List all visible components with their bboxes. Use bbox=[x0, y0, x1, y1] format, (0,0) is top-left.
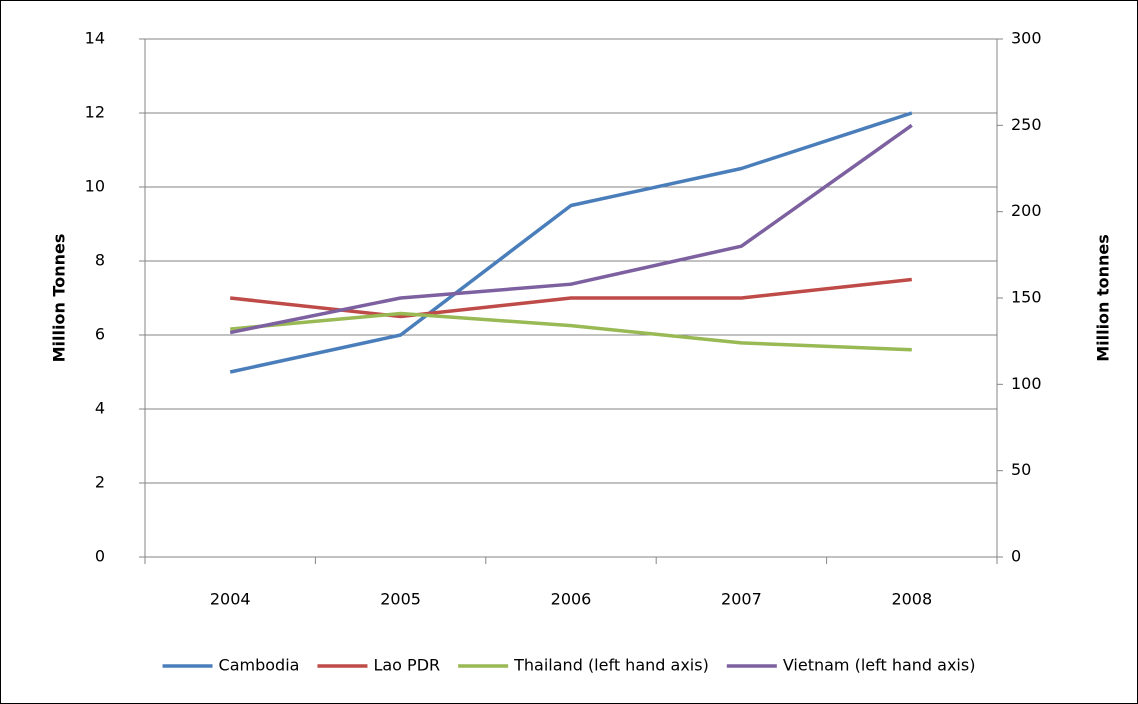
x-tick-label: 2007 bbox=[721, 590, 762, 609]
y-axis-title: Million Tonnes bbox=[50, 234, 69, 363]
y-tick-label: 12 bbox=[85, 103, 105, 122]
y2-tick-label: 200 bbox=[1011, 201, 1042, 220]
y-tick-label: 6 bbox=[95, 325, 105, 344]
y-tick-label: 4 bbox=[95, 399, 105, 418]
x-tick-label: 2006 bbox=[551, 590, 592, 609]
legend-label: Lao PDR bbox=[373, 656, 440, 675]
y-tick-label: 10 bbox=[85, 177, 105, 196]
x-tick-label: 2008 bbox=[891, 590, 932, 609]
y2-axis-title: Million tonnes bbox=[1094, 234, 1113, 362]
series-line bbox=[230, 311, 912, 352]
y2-tick-label: 150 bbox=[1011, 288, 1042, 307]
y-tick-label: 0 bbox=[95, 547, 105, 566]
legend-label: Cambodia bbox=[219, 656, 300, 675]
y-tick-label: 2 bbox=[95, 473, 105, 492]
y2-tick-label: 0 bbox=[1011, 547, 1021, 566]
legend-label: Thailand (left hand axis) bbox=[513, 656, 709, 675]
x-tick-label: 2005 bbox=[380, 590, 421, 609]
x-tick-label: 2004 bbox=[210, 590, 251, 609]
series-line bbox=[229, 123, 913, 335]
series-line bbox=[229, 111, 913, 374]
y2-tick-label: 250 bbox=[1011, 115, 1042, 134]
y-tick-label: 8 bbox=[95, 251, 105, 270]
y2-tick-label: 100 bbox=[1011, 374, 1042, 393]
y2-tick-label: 50 bbox=[1011, 460, 1031, 479]
y2-tick-label: 300 bbox=[1011, 29, 1042, 48]
legend-label: Vietnam (left hand axis) bbox=[783, 656, 976, 675]
y-tick-label: 14 bbox=[85, 29, 105, 48]
